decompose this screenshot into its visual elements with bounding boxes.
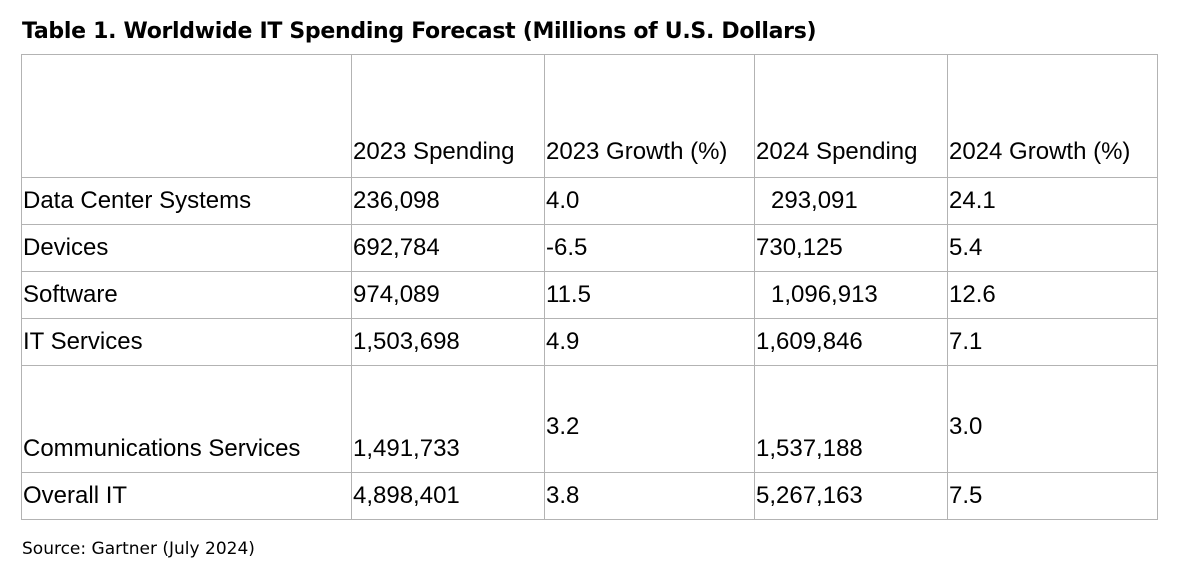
row-label: Overall IT [21,472,352,520]
source-note: Source: Gartner (July 2024) [22,539,255,559]
cell-2024-spending: 1,537,188 [754,365,948,473]
cell-2024-spending: 730,125 [754,224,948,272]
table-title: Table 1. Worldwide IT Spending Forecast … [22,19,817,44]
cell-2024-spending: 1,096,913 [754,271,948,319]
cell-2024-spending: 5,267,163 [754,472,948,520]
row-label: Devices [21,224,352,272]
table-row: Communications Services 1,491,733 3.2 1,… [21,365,1158,473]
table-row: Software 974,089 11.5 1,096,913 12.6 [21,271,1158,319]
it-spending-table: 2023 Spending 2023 Growth (%) 2024 Spend… [21,54,1158,520]
cell-2023-growth: 3.2 [544,365,755,473]
cell-2023-growth: 4.0 [544,177,755,225]
cell-2023-growth: 3.8 [544,472,755,520]
cell-2024-spending: 293,091 [754,177,948,225]
row-label: IT Services [21,318,352,366]
header-cell-empty [21,54,352,178]
header-2024-spending: 2024 Spending [754,54,948,178]
cell-2023-spending: 692,784 [351,224,545,272]
cell-2023-spending: 1,491,733 [351,365,545,473]
cell-2023-spending: 974,089 [351,271,545,319]
row-label: Data Center Systems [21,177,352,225]
cell-2024-growth: 3.0 [947,365,1158,473]
cell-2023-spending: 1,503,698 [351,318,545,366]
header-2024-growth: 2024 Growth (%) [947,54,1158,178]
table-header-row: 2023 Spending 2023 Growth (%) 2024 Spend… [21,54,1158,178]
cell-2024-growth: 7.1 [947,318,1158,366]
cell-2023-growth: 4.9 [544,318,755,366]
cell-2024-spending: 1,609,846 [754,318,948,366]
table-row: Data Center Systems 236,098 4.0 293,091 … [21,177,1158,225]
header-2023-growth: 2023 Growth (%) [544,54,755,178]
cell-2023-growth: -6.5 [544,224,755,272]
table-row: Devices 692,784 -6.5 730,125 5.4 [21,224,1158,272]
cell-2023-spending: 4,898,401 [351,472,545,520]
cell-2024-growth: 24.1 [947,177,1158,225]
row-label: Communications Services [21,365,352,473]
cell-2024-growth: 5.4 [947,224,1158,272]
cell-2024-growth: 12.6 [947,271,1158,319]
row-label: Software [21,271,352,319]
table-row: Overall IT 4,898,401 3.8 5,267,163 7.5 [21,472,1158,520]
cell-2023-growth: 11.5 [544,271,755,319]
table-row: IT Services 1,503,698 4.9 1,609,846 7.1 [21,318,1158,366]
cell-2024-growth: 7.5 [947,472,1158,520]
header-2023-spending: 2023 Spending [351,54,545,178]
cell-2023-spending: 236,098 [351,177,545,225]
